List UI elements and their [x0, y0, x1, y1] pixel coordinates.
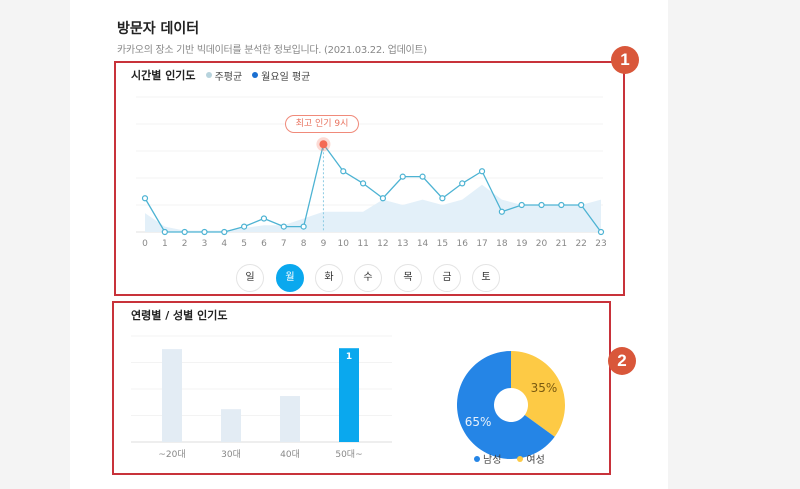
- day-button[interactable]: 화: [315, 264, 343, 292]
- day-button[interactable]: 일: [236, 264, 264, 292]
- x-tick-label: 3: [202, 239, 208, 249]
- legend-weekly: 주평균: [205, 68, 242, 83]
- x-tick-label: 5: [241, 239, 247, 249]
- annotation-badge-1: 1: [611, 46, 639, 74]
- weekly-average-area: [145, 184, 601, 232]
- x-tick-label: 7: [281, 239, 287, 249]
- annotation-box-1: [114, 61, 625, 296]
- page-subtitle: 카카오의 장소 기반 빅데이터를 분석한 정보입니다. (2021.03.22.…: [117, 45, 427, 56]
- data-point: [558, 201, 565, 209]
- x-tick-label: 40대: [280, 449, 300, 460]
- data-point: [359, 180, 367, 187]
- demographics-title: 연령별 / 성별 인기도: [131, 309, 228, 322]
- data-point: [379, 195, 387, 202]
- hourly-header: 시간별 인기도 주평균 월요일 평균: [131, 67, 310, 83]
- bar: [339, 348, 359, 442]
- legend-dot-icon: [252, 72, 259, 78]
- data-point: [221, 228, 228, 236]
- data-point: [538, 201, 545, 209]
- data-point: [459, 180, 466, 187]
- page-title: 방문자 데이터: [117, 21, 200, 37]
- day-button[interactable]: 토: [472, 264, 500, 292]
- data-point: [578, 201, 585, 209]
- day-button[interactable]: 월: [276, 264, 304, 292]
- data-point: [478, 168, 486, 175]
- x-tick-label: 2: [182, 239, 188, 249]
- x-tick-label: 10: [338, 239, 350, 249]
- slice-percent-label: 35%: [531, 381, 558, 395]
- legend-dot-icon: [205, 72, 212, 78]
- data-point: [181, 228, 188, 236]
- bar-value-label: 1: [346, 352, 352, 362]
- data-point: [518, 201, 525, 209]
- legend-dot-icon: [474, 455, 480, 462]
- donut-slice-여성: [511, 351, 565, 437]
- x-tick-label: 17: [476, 239, 487, 249]
- x-tick-label: 1: [162, 239, 168, 249]
- slice-percent-label: 65%: [465, 415, 492, 429]
- data-point: [241, 223, 248, 230]
- data-point: [439, 195, 446, 202]
- x-tick-label: 6: [261, 239, 267, 249]
- day-button[interactable]: 목: [394, 264, 422, 292]
- x-tick-label: 20: [536, 239, 548, 249]
- x-tick-label: 16: [456, 239, 468, 249]
- x-tick-label: 13: [397, 239, 408, 249]
- legend-dot-icon: [517, 455, 524, 462]
- hourly-line-chart: 0 1 2 3 4 5 6 7 8 9 10 11 12 13 14 15 16 17 18 19 20 21 22 23: [136, 96, 607, 249]
- x-tick-label: 23: [595, 239, 606, 249]
- x-tick-label: 21: [556, 239, 567, 249]
- data-point: [161, 228, 168, 236]
- data-point: [399, 173, 406, 180]
- peak-point: [319, 140, 328, 149]
- x-tick-label: 4: [221, 239, 227, 249]
- annotation-box-2: [112, 301, 611, 475]
- x-tick-label: 15: [437, 239, 448, 249]
- x-tick-label: 18: [496, 239, 508, 249]
- gender-legend: 남성 여성: [474, 451, 545, 466]
- peak-tooltip: 최고 인기 9시: [285, 115, 359, 133]
- donut-slice-남성: [457, 351, 555, 459]
- data-point: [419, 173, 426, 180]
- day-button[interactable]: 금: [433, 264, 461, 292]
- legend-monday: 월요일 평균: [252, 68, 310, 83]
- x-tick-label: 8: [301, 239, 307, 249]
- x-tick-label: 50대~: [335, 449, 362, 460]
- data-point: [201, 228, 208, 236]
- monday-average-line: [144, 142, 602, 233]
- x-tick-label: 11: [357, 239, 368, 249]
- day-button[interactable]: 수: [354, 264, 382, 292]
- annotation-badge-2: 2: [608, 347, 636, 375]
- data-point: [597, 228, 605, 236]
- data-point: [260, 215, 268, 222]
- data-point: [280, 223, 287, 230]
- x-tick-label: 30대: [221, 449, 241, 460]
- data-point: [300, 223, 307, 230]
- data-point: [340, 168, 347, 175]
- bar: [162, 349, 182, 442]
- x-tick-label: 12: [377, 239, 388, 249]
- hourly-title: 시간별 인기도: [131, 69, 196, 82]
- bar: [221, 409, 241, 442]
- x-tick-label: ~20대: [158, 449, 185, 460]
- x-tick-label: 22: [575, 239, 586, 249]
- x-tick-label: 14: [417, 239, 429, 249]
- bar: [280, 396, 300, 442]
- x-tick-label: 19: [516, 239, 528, 249]
- x-tick-label: 0: [142, 239, 148, 249]
- x-tick-label: 9: [321, 239, 327, 249]
- data-point: [498, 208, 505, 215]
- data-point: [141, 195, 149, 202]
